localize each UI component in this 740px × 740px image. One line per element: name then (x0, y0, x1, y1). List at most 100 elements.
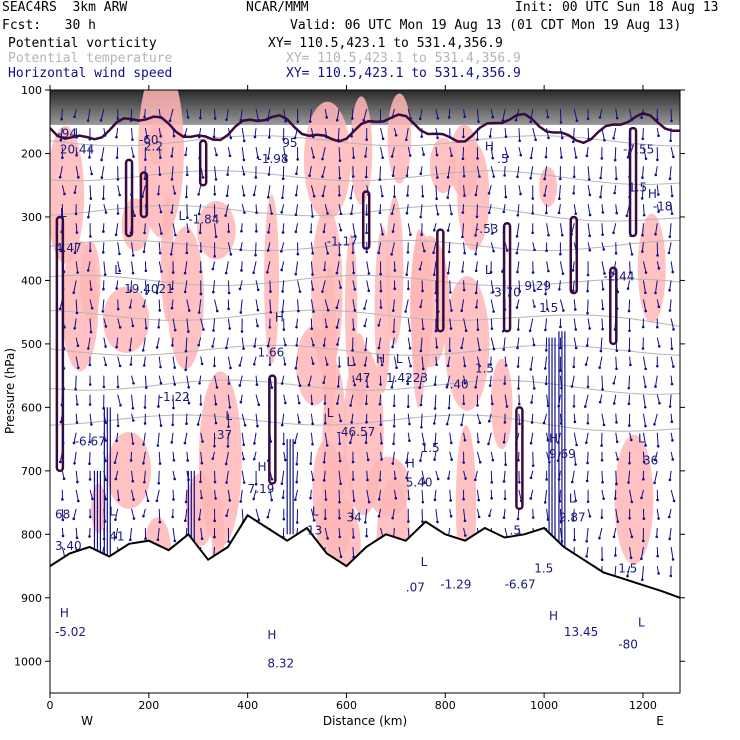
value-label: -6.67 (75, 434, 106, 448)
wind-vector-head (668, 288, 671, 292)
wind-vector-head (462, 402, 466, 406)
extremum-label: 1.5 (628, 181, 647, 195)
wind-vector (61, 280, 64, 289)
wind-vector-head (214, 402, 218, 406)
wind-vector-head (393, 287, 397, 291)
wind-vector (158, 147, 161, 158)
wind-vector (420, 204, 423, 218)
wind-vector (488, 204, 492, 213)
wind-vector-head (575, 251, 578, 255)
wind-vector-head (227, 230, 230, 233)
wind-vector (241, 470, 245, 483)
wind-vector (172, 527, 176, 541)
wind-vector-head (517, 387, 520, 390)
wind-vector (283, 147, 287, 160)
wind-vector (475, 261, 478, 271)
wind-vector-head (408, 439, 411, 442)
wind-vector-head (294, 193, 298, 197)
wind-vector (670, 261, 674, 273)
wind-vector (614, 318, 617, 330)
wind-vector-head (266, 270, 269, 274)
wind-vector-head (616, 458, 620, 461)
wind-vector (406, 204, 409, 214)
wind-vector (269, 280, 271, 292)
wind-vector-head (421, 500, 425, 504)
wind-vector-head (434, 329, 438, 333)
wind-vector (365, 432, 368, 443)
wind-vector (199, 223, 202, 233)
wind-vector (89, 280, 92, 290)
wind-vector-head (643, 405, 647, 409)
wind-vector-head (394, 133, 398, 137)
wind-vector-head (339, 555, 343, 559)
wind-vector (323, 470, 326, 481)
wind-vector-head (436, 310, 440, 313)
wind-vector (350, 185, 354, 199)
wind-vector (629, 242, 633, 255)
model-label: SEAC4RS 3km ARW (2, 0, 128, 15)
wind-vector (352, 318, 355, 330)
wind-vector (255, 147, 259, 158)
wind-vector (240, 108, 243, 121)
wind-vector (87, 261, 91, 271)
wind-vector-head (377, 346, 381, 350)
wind-vector (158, 356, 161, 368)
wind-vector-head (88, 462, 91, 466)
wind-vector-head (449, 327, 453, 330)
wind-vector-head (600, 444, 603, 447)
wind-vector (280, 242, 285, 252)
wind-vector-head (104, 497, 108, 501)
wind-vector (421, 185, 424, 197)
wind-vector (462, 147, 465, 159)
wind-vector (449, 489, 452, 501)
wind-vector (600, 337, 603, 352)
wind-vector-head (75, 536, 79, 540)
wind-vector-head (144, 326, 148, 330)
wind-vector (255, 204, 258, 213)
pv-shade-region (322, 361, 347, 533)
pv-contour-cell (198, 139, 208, 187)
wind-vector (587, 299, 589, 314)
wind-vector-head (76, 366, 80, 370)
wind-vector-head (89, 330, 93, 334)
wind-vector-head (614, 554, 617, 557)
wind-vector (573, 108, 578, 121)
wind-vector-head (644, 271, 648, 274)
wind-vector-head (474, 234, 477, 237)
wind-vector-head (491, 458, 495, 462)
wind-vector-head (463, 364, 467, 368)
wind-vector-head (117, 498, 120, 502)
wind-vector-head (145, 135, 149, 139)
wind-vector (186, 394, 190, 404)
wind-vector-head (115, 287, 118, 290)
wind-vector (406, 166, 409, 176)
wind-vector (61, 185, 65, 195)
wind-vector-head (612, 381, 616, 385)
wind-vector-head (463, 115, 466, 119)
value-label: .37 (213, 428, 232, 442)
wind-vector-head (625, 214, 629, 218)
value-label: 7.19 (248, 482, 275, 496)
wind-vector-head (143, 406, 147, 409)
wind-vector-head (492, 175, 496, 178)
wind-vector-head (104, 421, 108, 424)
wind-vector (601, 204, 604, 213)
wind-vector (75, 356, 79, 368)
wind-vector-head (338, 442, 342, 445)
wind-vector (587, 223, 591, 236)
wind-vector (656, 508, 660, 519)
wind-vector (75, 375, 77, 390)
wind-vector (559, 299, 564, 311)
wind-vector-head (445, 422, 449, 426)
wind-vector (186, 375, 190, 388)
wind-vector (117, 356, 121, 366)
wind-vector (587, 185, 591, 195)
wind-vector (391, 375, 395, 388)
wind-vector-head (267, 136, 271, 139)
wind-vector (61, 261, 65, 272)
wind-vector (283, 108, 287, 122)
wind-vector (407, 108, 411, 119)
wind-vector-head (115, 135, 118, 139)
wind-vector-head (544, 155, 548, 159)
wind-vector-head (600, 157, 604, 160)
